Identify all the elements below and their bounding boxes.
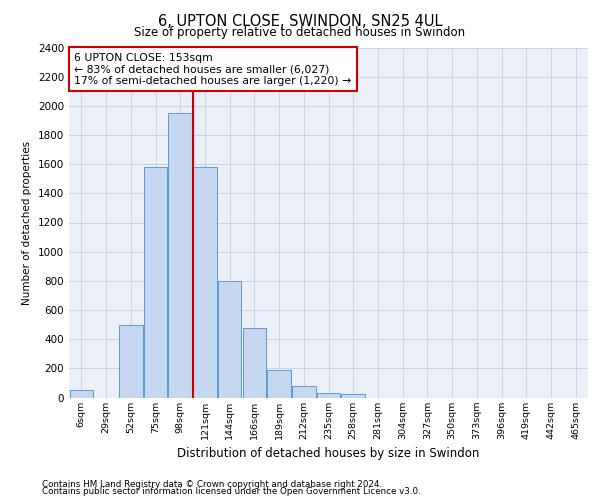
Y-axis label: Number of detached properties: Number of detached properties <box>22 140 32 304</box>
X-axis label: Distribution of detached houses by size in Swindon: Distribution of detached houses by size … <box>178 447 479 460</box>
Bar <box>317 393 340 398</box>
Bar <box>193 167 217 398</box>
Bar <box>218 281 241 398</box>
Bar <box>70 390 93 398</box>
Bar <box>341 394 365 398</box>
Text: Size of property relative to detached houses in Swindon: Size of property relative to detached ho… <box>134 26 466 39</box>
Bar <box>169 113 192 398</box>
Text: Contains HM Land Registry data © Crown copyright and database right 2024.: Contains HM Land Registry data © Crown c… <box>42 480 382 489</box>
Bar <box>242 328 266 398</box>
Bar <box>144 167 167 398</box>
Text: Contains public sector information licensed under the Open Government Licence v3: Contains public sector information licen… <box>42 488 421 496</box>
Text: 6 UPTON CLOSE: 153sqm
← 83% of detached houses are smaller (6,027)
17% of semi-d: 6 UPTON CLOSE: 153sqm ← 83% of detached … <box>74 53 352 86</box>
Bar <box>292 386 316 398</box>
Bar <box>268 370 291 398</box>
Bar <box>119 324 143 398</box>
Text: 6, UPTON CLOSE, SWINDON, SN25 4UL: 6, UPTON CLOSE, SWINDON, SN25 4UL <box>158 14 442 29</box>
